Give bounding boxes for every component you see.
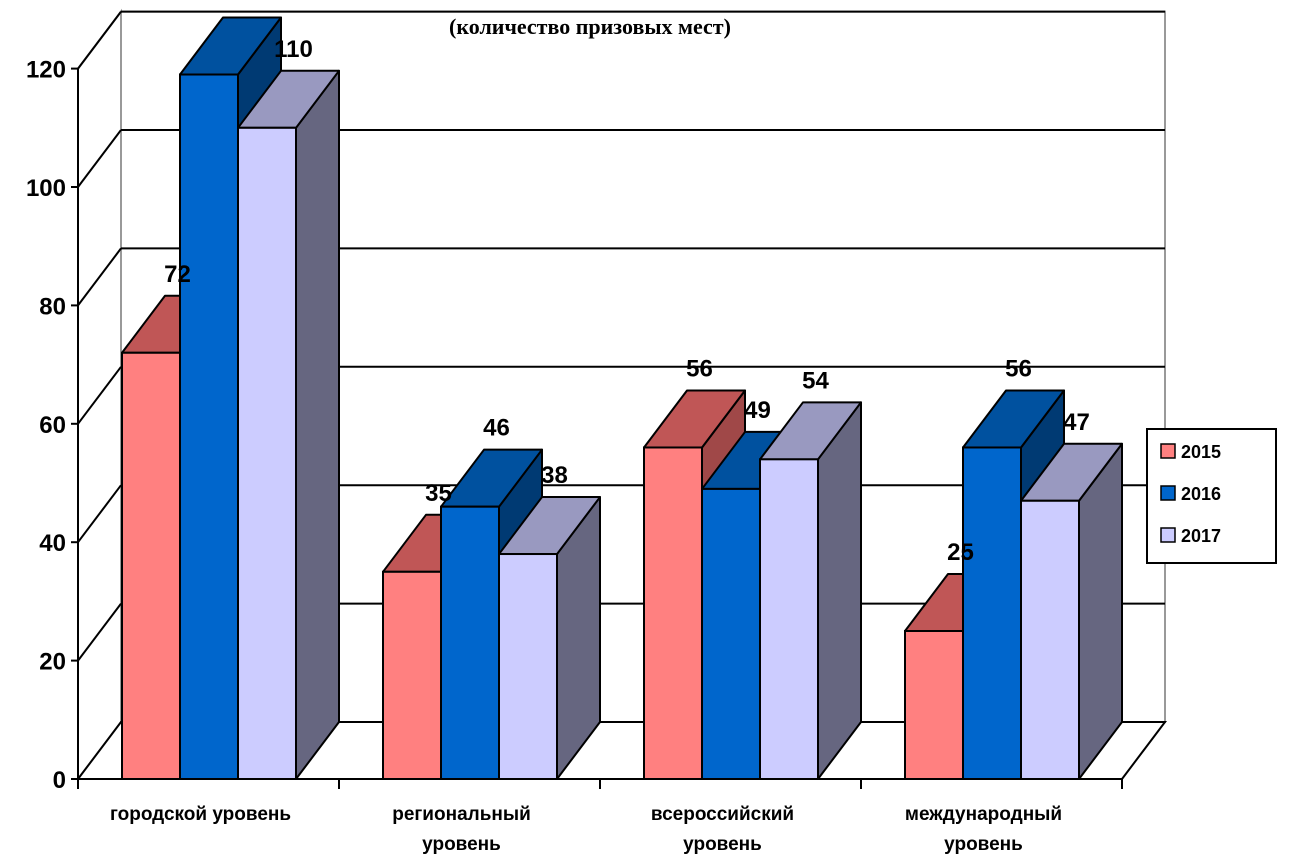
data-label: 46 (483, 415, 510, 442)
x-tick-label: городской уровень (110, 804, 291, 825)
y-tick-label: 100 (26, 175, 66, 202)
x-tick-label: уровень (422, 834, 501, 855)
y-tick-label: 20 (39, 649, 66, 676)
bar-front (1020, 499, 1080, 780)
data-label: 38 (541, 462, 568, 489)
bar-front (498, 553, 558, 780)
bar (1020, 442, 1123, 780)
x-tick-label: региональный (392, 804, 531, 825)
bar-front (759, 458, 819, 780)
legend-swatch (1160, 527, 1176, 543)
chart-title: (количество призовых мест) (449, 14, 731, 39)
y-tick-label: 120 (26, 57, 66, 84)
x-tick-label: международный (905, 804, 1062, 825)
bar (759, 401, 862, 780)
chart-title-line2: (количество призовых мест) (449, 14, 731, 39)
data-label: 35 (425, 480, 452, 507)
bar-front (179, 73, 239, 780)
legend-swatch (1160, 485, 1176, 501)
legend-swatch (1160, 443, 1176, 459)
gridline-depth (77, 129, 122, 188)
bar-front (701, 487, 761, 780)
gridline-depth (77, 247, 122, 307)
legend-label: 2017 (1181, 526, 1221, 546)
bar-front (237, 126, 297, 781)
bar-side (295, 69, 340, 780)
labels: 0 20 40 60 80 100 120 городской уровень регионал… (26, 36, 1090, 855)
gridline-depth (77, 602, 122, 662)
gridline-depth (77, 366, 122, 425)
data-label: 72 (164, 261, 191, 288)
legend-label: 2015 (1181, 442, 1221, 462)
gridline-depth (77, 10, 122, 70)
y-tick-label: 60 (39, 412, 66, 439)
bar (498, 496, 601, 780)
bar-front (904, 630, 964, 780)
data-label: 47 (1063, 409, 1090, 436)
bar-front (121, 351, 181, 780)
y-tick-label: 0 (53, 767, 66, 794)
bar-side (817, 401, 862, 780)
y-tick-label: 40 (39, 530, 66, 557)
bar-side (1078, 442, 1123, 780)
data-label: 49 (744, 397, 771, 424)
y-tick-label: 80 (39, 293, 66, 320)
data-label: 56 (1005, 355, 1032, 382)
bars (121, 16, 1123, 781)
bar-front (440, 505, 500, 780)
bar-front (962, 446, 1022, 780)
bar-front (643, 446, 703, 780)
data-label: 25 (947, 539, 974, 566)
bar-front (382, 570, 442, 780)
legend: 2015 2016 2017 (1146, 428, 1277, 564)
data-label: 54 (802, 367, 829, 394)
x-tick-label: всероссийский (651, 804, 794, 825)
x-tick-label: уровень (944, 834, 1023, 855)
gridline-depth (77, 484, 122, 543)
data-label: 56 (686, 355, 713, 382)
bar (237, 69, 340, 781)
data-label: 110 (274, 36, 313, 63)
x-tick-label: уровень (683, 834, 762, 855)
legend-label: 2016 (1181, 484, 1221, 504)
